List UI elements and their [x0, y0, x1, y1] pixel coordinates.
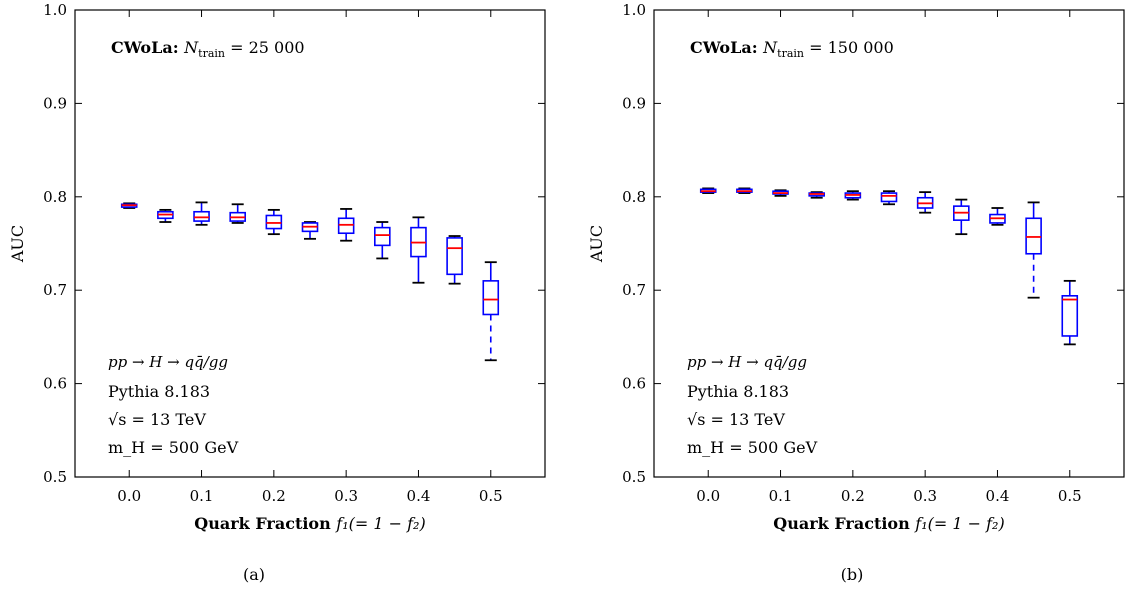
- box-7: [953, 198, 970, 236]
- x-axis-label: Quark Fraction f₁(= 1 − f₂): [194, 514, 425, 533]
- x-tick-label: 0.2: [262, 487, 286, 505]
- iqr-box: [1061, 295, 1079, 337]
- box-1: [157, 208, 174, 223]
- annotation-mass: m_H = 500 GeV: [687, 438, 818, 457]
- x-tick-label: 0.1: [190, 487, 214, 505]
- chart-title: CWoLa: Ntrain = 150 000: [690, 38, 894, 60]
- y-axis-label: AUC: [8, 225, 27, 263]
- y-tick-label: 0.9: [43, 94, 67, 112]
- box-8: [989, 207, 1006, 226]
- iqr-box: [265, 214, 283, 230]
- annotation-process: pp → H → qq̄/gg: [687, 353, 807, 371]
- annotation-process: pp → H → qq̄/gg: [108, 353, 228, 371]
- box-0: [120, 202, 138, 209]
- plot-frame: [74, 9, 546, 478]
- x-tick-label: 0.0: [696, 487, 720, 505]
- box-9: [1025, 201, 1042, 299]
- box-2: [772, 189, 789, 197]
- iqr-box: [193, 210, 210, 222]
- annotation-generator: Pythia 8.183: [687, 382, 789, 401]
- annotation-energy: √s = 13 TeV: [687, 410, 785, 429]
- annotation-generator: Pythia 8.183: [108, 382, 210, 401]
- box-4: [844, 190, 862, 201]
- box-5: [301, 221, 319, 240]
- chart-panel-1: 0.5 0.6 0.7 0.8 0.9 1.0 0.0 0.1 0.2 0.3 0.4 0.5 CWoL…: [8, 1, 546, 584]
- x-axis-label: Quark Fraction f₁(= 1 − f₂): [773, 514, 1004, 533]
- panel-label: (a): [243, 565, 265, 584]
- box-3: [808, 191, 825, 199]
- box-3: [229, 203, 246, 224]
- iqr-box: [337, 217, 355, 235]
- panel-label: (b): [841, 565, 864, 584]
- box-10: [1061, 279, 1079, 346]
- x-tick-label: 0.5: [479, 487, 503, 505]
- box-6: [916, 191, 934, 214]
- y-tick-label: 1.0: [622, 1, 646, 19]
- y-tick-label: 0.5: [622, 468, 646, 486]
- x-tick-label: 0.4: [986, 487, 1010, 505]
- box-1: [736, 187, 753, 194]
- iqr-box: [374, 226, 391, 247]
- x-tick-label: 0.0: [117, 487, 141, 505]
- x-tick-label: 0.2: [841, 487, 865, 505]
- x-tick-label: 0.3: [334, 487, 358, 505]
- y-tick-label: 0.7: [43, 281, 67, 299]
- x-tick-label: 0.4: [407, 487, 431, 505]
- x-tick-label: 0.1: [769, 487, 793, 505]
- iqr-box: [446, 237, 463, 276]
- x-tick-label: 0.5: [1058, 487, 1082, 505]
- plot-frame: [653, 9, 1125, 478]
- y-tick-label: 0.6: [622, 375, 646, 393]
- annotation-mass: m_H = 500 GeV: [108, 438, 239, 457]
- x-tick-label: 0.3: [913, 487, 937, 505]
- y-tick-label: 0.8: [622, 188, 646, 206]
- box-7: [374, 221, 391, 260]
- box-5: [880, 190, 898, 206]
- box-6: [337, 208, 355, 242]
- box-10: [482, 261, 500, 362]
- box-8: [410, 216, 427, 284]
- y-tick-label: 0.7: [622, 281, 646, 299]
- chart-title: CWoLa: Ntrain = 25 000: [111, 38, 305, 60]
- iqr-box: [1025, 217, 1042, 255]
- y-tick-label: 0.5: [43, 468, 67, 486]
- box-2: [193, 201, 210, 226]
- y-tick-label: 0.9: [622, 94, 646, 112]
- y-axis-label: AUC: [587, 225, 606, 263]
- box-9: [446, 235, 463, 285]
- iqr-box: [482, 280, 500, 316]
- annotation-energy: √s = 13 TeV: [108, 410, 206, 429]
- y-tick-label: 0.8: [43, 188, 67, 206]
- iqr-box: [880, 192, 898, 203]
- box-4: [265, 208, 283, 236]
- y-tick-label: 0.6: [43, 375, 67, 393]
- box-0: [699, 187, 717, 194]
- chart-panel-2: 0.5 0.6 0.7 0.8 0.9 1.0 0.0 0.1 0.2 0.3 0.4 0.5 CWoL…: [587, 1, 1125, 584]
- y-tick-label: 1.0: [43, 1, 67, 19]
